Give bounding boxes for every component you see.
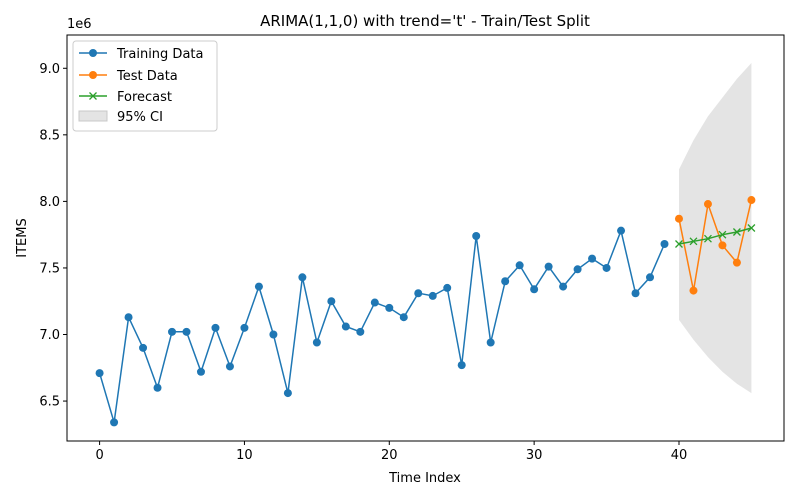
forecast-point (732, 228, 741, 236)
y-tick-label: 9.0 (39, 62, 60, 77)
training-point (110, 418, 119, 427)
forecast-point (703, 234, 712, 243)
forecast-series-line (678, 227, 752, 245)
training-point (501, 277, 510, 286)
training-series-line (98, 228, 666, 423)
training-point (370, 298, 379, 307)
training-point (341, 322, 350, 331)
x-tick-label: 20 (381, 448, 398, 463)
y-tick-label: 8.0 (39, 195, 60, 210)
training-point (646, 273, 655, 282)
training-point (298, 273, 307, 282)
training-point (443, 283, 452, 292)
training-point (168, 327, 177, 336)
y-tick-label: 6.5 (39, 395, 60, 410)
training-point (254, 282, 263, 291)
test-point (703, 200, 712, 209)
legend-test-marker (89, 71, 97, 79)
training-point (327, 297, 336, 306)
y-axis-ticks: 6.5 7.0 7.5 8.0 8.5 9.0 (39, 62, 67, 410)
training-point (269, 330, 278, 339)
ci-layer (679, 63, 752, 394)
y-axis-label: ITEMS (15, 218, 30, 257)
training-point (544, 262, 553, 271)
test-point (689, 286, 698, 295)
test-point (718, 241, 727, 250)
training-point (385, 303, 394, 312)
x-tick-label: 0 (95, 448, 103, 463)
legend-item-forecast: Forecast (79, 90, 172, 105)
training-point (588, 254, 597, 263)
training-point (472, 232, 481, 241)
training-point (428, 291, 437, 300)
legend-ci-swatch (78, 110, 108, 122)
training-point (124, 313, 133, 322)
training-point (559, 282, 568, 291)
legend-item-ci: 95% CI (78, 110, 163, 125)
forecast-point (747, 224, 756, 232)
training-point (225, 362, 234, 371)
training-point (153, 383, 162, 392)
x-tick-label: 40 (671, 448, 688, 463)
legend-box (72, 40, 218, 132)
legend-item-test: Test Data (79, 69, 178, 84)
legend-item-training: Training Data (79, 47, 203, 62)
training-point (95, 369, 104, 378)
x-tick-label: 10 (236, 448, 253, 463)
training-point (631, 289, 640, 298)
y-tick-label: 8.5 (39, 128, 60, 143)
training-point (211, 323, 220, 332)
training-point (283, 389, 292, 398)
ci-band (679, 63, 752, 394)
training-point (486, 338, 495, 347)
forecast-point (675, 240, 683, 248)
legend-test-label: Test Data (116, 69, 178, 84)
legend: Training Data Test Data Forecast 95% CI (72, 40, 218, 132)
training-point (660, 239, 669, 248)
training-point (457, 361, 466, 370)
training-point (139, 343, 148, 352)
training-point (530, 285, 539, 294)
legend-forecast-marker (89, 92, 97, 100)
training-point (182, 327, 191, 336)
training-point (312, 338, 321, 347)
training-point (515, 261, 524, 270)
legend-training-label: Training Data (116, 47, 203, 62)
training-point (196, 367, 205, 376)
x-axis-ticks: 0 10 20 30 40 (95, 441, 687, 463)
training-point (240, 323, 249, 332)
y-tick-label: 7.5 (39, 261, 60, 276)
training-point (602, 263, 611, 272)
test-point (674, 214, 683, 223)
training-point (617, 226, 626, 235)
test-point (747, 196, 756, 205)
plot-frame (66, 34, 785, 442)
y-tick-label: 7.0 (39, 328, 60, 343)
training-point (356, 327, 365, 336)
forecast-point (689, 237, 698, 246)
test-point (732, 258, 741, 267)
legend-forecast-label: Forecast (117, 90, 172, 105)
test-series-line (678, 199, 753, 291)
x-tick-label: 30 (526, 448, 543, 463)
training-point (573, 265, 582, 274)
series-layer (95, 196, 756, 427)
forecast-point (718, 230, 727, 239)
legend-training-marker (89, 49, 97, 57)
training-point (399, 313, 408, 322)
legend-ci-label: 95% CI (117, 110, 163, 125)
x-axis-label: Time Index (388, 471, 461, 486)
chart-title: ARIMA(1,1,0) with trend='t' - Train/Test… (260, 12, 590, 30)
training-point (414, 289, 423, 298)
y-offset-label: 1e6 (67, 17, 92, 32)
